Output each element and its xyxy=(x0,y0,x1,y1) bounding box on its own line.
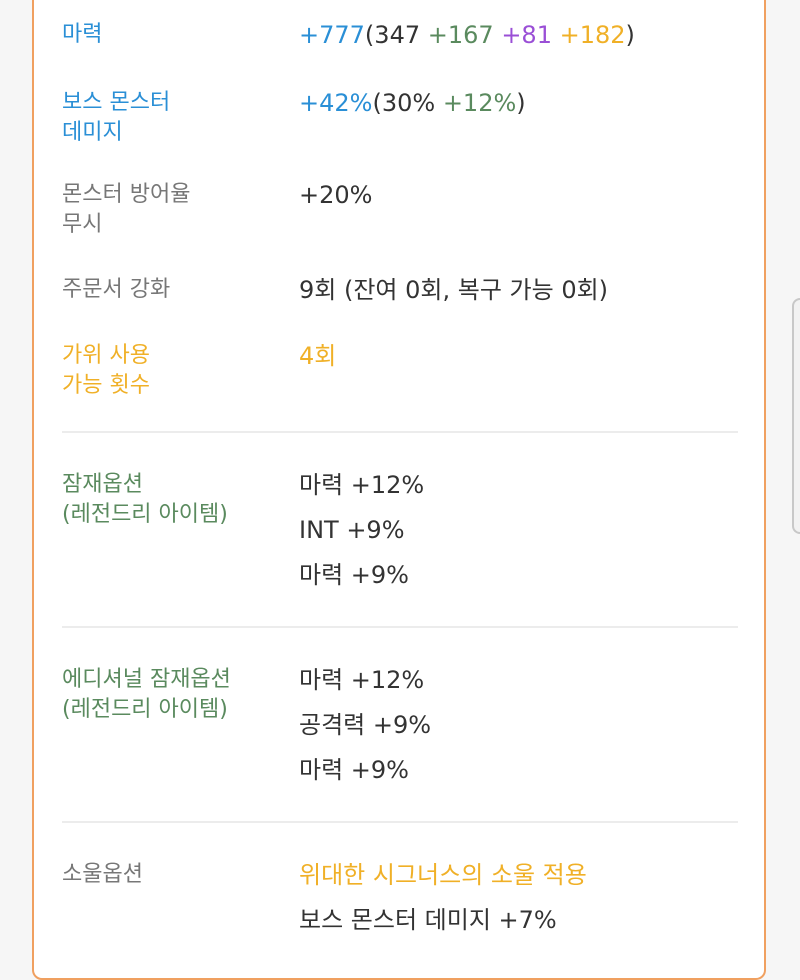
item-detail-card xyxy=(32,0,766,980)
potential-line: INT +9% xyxy=(299,516,405,544)
stat-label-magic: 마력 xyxy=(62,22,103,47)
additional-potential-label: 에디셔널 잠재옵션 (레전드리 아이템) xyxy=(62,665,262,725)
boss-damage-total: +42% xyxy=(299,89,373,117)
stat-label-boss-damage: 보스 몬스터 데미지 xyxy=(62,88,262,148)
divider xyxy=(62,626,738,628)
additional-potential-label-line1: 에디셔널 잠재옵션 xyxy=(62,667,231,692)
potential-line: 마력 +12% xyxy=(299,471,425,499)
boss-damage-base: 30% xyxy=(381,89,436,117)
stat-value-boss-damage: +42%(30% +12%) xyxy=(299,88,739,118)
potential-line: 마력 +9% xyxy=(299,561,409,589)
boss-damage-label-line2: 데미지 xyxy=(62,120,123,145)
soul-values: 위대한 시그너스의 소울 적용 보스 몬스터 데미지 +7% xyxy=(299,860,739,950)
magic-bonus-orange: +182 xyxy=(559,21,626,49)
additional-potential-line: 공격력 +9% xyxy=(299,711,432,739)
stat-value-scroll-upgrade: 9회 (잔여 0회, 복구 가능 0회) xyxy=(299,276,609,304)
potential-label-line1: 잠재옵션 xyxy=(62,472,143,497)
stat-value-scissors: 4회 xyxy=(299,342,337,370)
stat-value-ignore-defense: +20% xyxy=(299,181,373,209)
ignore-defense-label-line2: 무시 xyxy=(62,212,103,237)
soul-effect: 보스 몬스터 데미지 +7% xyxy=(299,906,557,934)
potential-label: 잠재옵션 (레전드리 아이템) xyxy=(62,470,262,530)
scissors-label-line1: 가위 사용 xyxy=(62,343,150,368)
stat-label-scroll-upgrade: 주문서 강화 xyxy=(62,277,171,302)
boss-damage-label-line1: 보스 몬스터 xyxy=(62,90,171,115)
magic-bonus-green: +167 xyxy=(427,21,494,49)
soul-label: 소울옵션 xyxy=(62,862,143,887)
stat-label-scissors: 가위 사용 가능 횟수 xyxy=(62,341,262,401)
stat-label-ignore-defense: 몬스터 방어율 무시 xyxy=(62,180,262,240)
additional-potential-values: 마력 +12% 공격력 +9% 마력 +9% xyxy=(299,665,739,800)
potential-label-line2: (레전드리 아이템) xyxy=(62,502,228,527)
boss-damage-bonus-green: +12% xyxy=(442,89,517,117)
magic-total: +777 xyxy=(299,21,365,49)
additional-potential-line: 마력 +9% xyxy=(299,756,409,784)
magic-open-paren: ( xyxy=(364,21,375,49)
divider xyxy=(62,431,738,433)
magic-bonus-purple: +81 xyxy=(501,21,552,49)
boss-damage-close-paren: ) xyxy=(516,89,526,117)
additional-potential-line: 마력 +12% xyxy=(299,666,425,694)
soul-name: 위대한 시그너스의 소울 적용 xyxy=(299,861,587,889)
additional-potential-label-line2: (레전드리 아이템) xyxy=(62,697,228,722)
scissors-label-line2: 가능 횟수 xyxy=(62,373,150,398)
stat-value-magic: +777(347 +167 +81 +182) xyxy=(299,20,739,50)
divider xyxy=(62,821,738,823)
side-scroll-handle[interactable] xyxy=(792,298,800,534)
magic-base: 347 xyxy=(374,21,421,49)
boss-damage-open-paren: ( xyxy=(372,89,382,117)
potential-values: 마력 +12% INT +9% 마력 +9% xyxy=(299,470,739,605)
magic-close-paren: ) xyxy=(625,21,635,49)
ignore-defense-label-line1: 몬스터 방어율 xyxy=(62,182,191,207)
